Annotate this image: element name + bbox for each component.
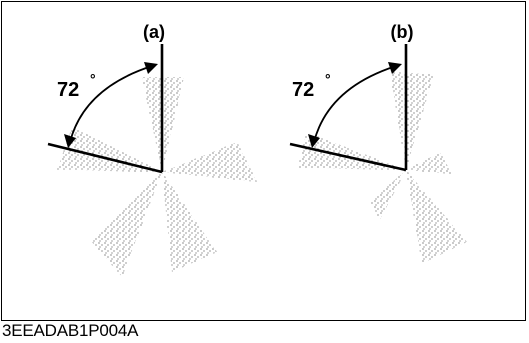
figure-code: 3EEADAB1P004A	[2, 321, 139, 340]
panel-a-arc-arrow-top	[144, 62, 158, 74]
panel-b-angled-axis	[289, 142, 407, 172]
panel-a-spray-cone-2	[57, 127, 162, 172]
panel-a-label: (a)	[143, 22, 165, 42]
panel-b-spray-cone-4	[370, 170, 406, 220]
panel-a-angle-value: 72	[57, 79, 79, 101]
panel-a: (a) 72 °	[47, 22, 257, 277]
figure-frame: (a) 72 ° (b) 72 °	[1, 1, 526, 321]
panel-b-angle-arc	[313, 65, 397, 143]
panel-b-angle-value: 72	[292, 79, 314, 101]
panel-a-angle-arc	[69, 65, 153, 143]
panel-b-spray-cone-1	[390, 72, 434, 170]
panel-a-arc-arrow-bottom	[64, 134, 76, 148]
panel-b: (b) 72 °	[289, 22, 467, 264]
panel-b-arc-arrow-bottom	[308, 134, 320, 148]
spray-pattern-diagram: (a) 72 ° (b) 72 °	[47, 22, 467, 277]
panel-b-spray-cone-2	[298, 132, 406, 170]
panel-b-arc-arrow-top	[388, 62, 402, 74]
panel-b-label: (b)	[391, 22, 414, 42]
panel-b-degree-symbol: °	[325, 71, 331, 87]
panel-a-spray-cone-5	[162, 172, 217, 272]
panel-a-degree-symbol: °	[90, 71, 96, 87]
panel-a-spray-cone-4	[92, 172, 162, 277]
panel-a-spray-cone-3	[162, 142, 257, 182]
panel-b-spray-cone-3	[406, 152, 452, 174]
panel-b-spray-cone-5	[406, 170, 467, 264]
panel-a-angled-axis	[47, 142, 163, 174]
